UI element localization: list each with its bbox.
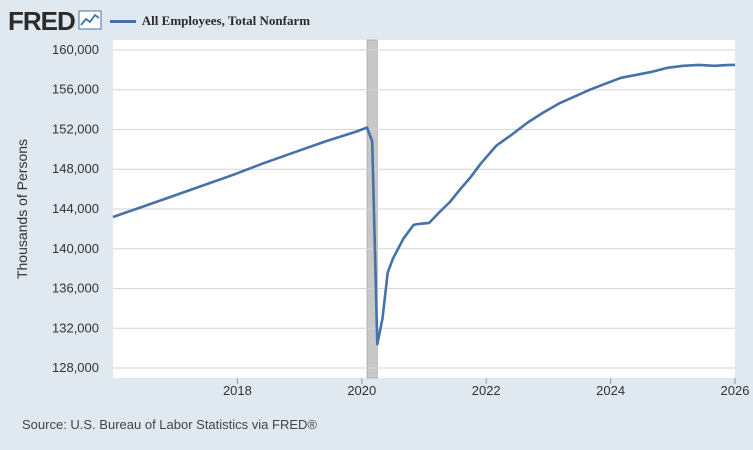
y-axis-label: Thousands of Persons (14, 139, 30, 279)
x-tick-label: 2024 (596, 383, 625, 398)
header: FRED All Employees, Total Nonfarm (8, 6, 310, 36)
y-axis-ticks: 128,000 132,000 136,000 140,000 144,000 148,0… (52, 42, 99, 375)
x-tick-label: 2022 (472, 383, 501, 398)
grid-layer (113, 49, 735, 369)
x-tick-label: 2020 (347, 383, 376, 398)
legend-swatch (109, 19, 136, 23)
fred-logo[interactable]: FRED (8, 6, 76, 36)
source-note: Source: U.S. Bureau of Labor Statistics … (22, 417, 317, 432)
y-tick-label: 156,000 (52, 82, 99, 97)
x-tick-label: 2026 (721, 383, 750, 398)
series-layer (112, 63, 735, 346)
y-tick-label: 140,000 (52, 241, 99, 256)
y-tick-label: 148,000 (52, 161, 99, 176)
series-line (112, 63, 735, 346)
x-tick-label: 2018 (223, 383, 252, 398)
x-axis-ticks: 2018 2020 2022 2024 2026 (223, 378, 750, 398)
y-tick-label: 160,000 (52, 42, 99, 57)
y-tick-label: 128,000 (52, 360, 99, 375)
y-tick-label: 152,000 (52, 121, 99, 136)
y-tick-label: 136,000 (52, 281, 99, 296)
y-tick-label: 144,000 (52, 201, 99, 216)
legend-label: All Employees, Total Nonfarm (141, 13, 311, 28)
y-tick-label: 132,000 (52, 320, 99, 335)
trend-chart-icon (78, 10, 102, 35)
